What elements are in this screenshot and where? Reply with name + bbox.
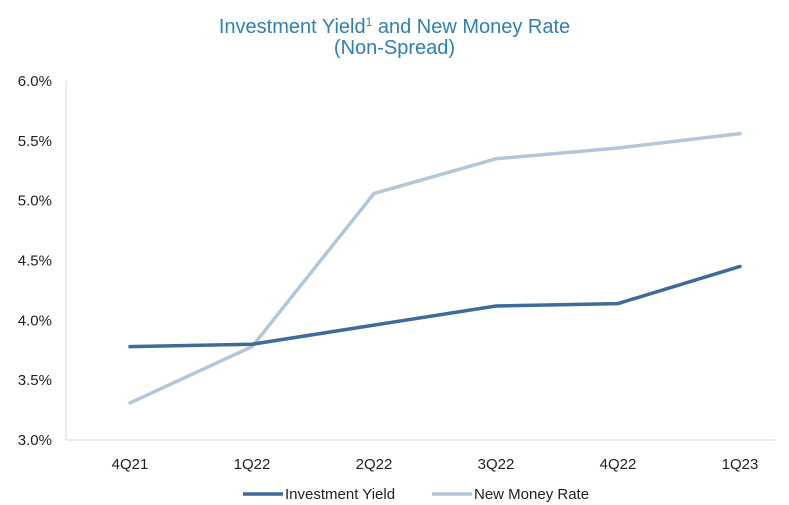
x-tick-label: 4Q21 xyxy=(112,456,149,473)
y-tick-label: 6.0% xyxy=(18,73,52,90)
x-tick-label: 3Q22 xyxy=(478,456,515,473)
y-tick-label: 3.0% xyxy=(18,432,52,449)
y-tick-label: 4.0% xyxy=(18,312,52,329)
x-tick-label: 1Q23 xyxy=(722,456,759,473)
x-tick-label: 1Q22 xyxy=(234,456,271,473)
legend-label: Investment Yield xyxy=(285,486,395,503)
chart-title-rest: and New Money Rate xyxy=(372,16,571,38)
series-line-investment-yield xyxy=(128,264,742,349)
y-tick-label: 5.0% xyxy=(18,193,52,210)
x-tick-label: 2Q22 xyxy=(356,456,393,473)
legend-label: New Money Rate xyxy=(474,486,589,503)
chart-title: Investment Yield1 and New Money Rate xyxy=(0,10,789,39)
series-line-new-money-rate xyxy=(128,131,742,405)
chart-title-main: Investment Yield xyxy=(218,16,366,38)
chart-subtitle: (Non-Spread) xyxy=(333,37,456,59)
y-tick-label: 3.5% xyxy=(18,372,52,389)
y-tick-label: 5.5% xyxy=(18,133,52,150)
chart-title-footnote: 1 xyxy=(365,15,373,29)
y-tick-label: 4.5% xyxy=(18,253,52,270)
x-tick-label: 4Q22 xyxy=(600,456,637,473)
